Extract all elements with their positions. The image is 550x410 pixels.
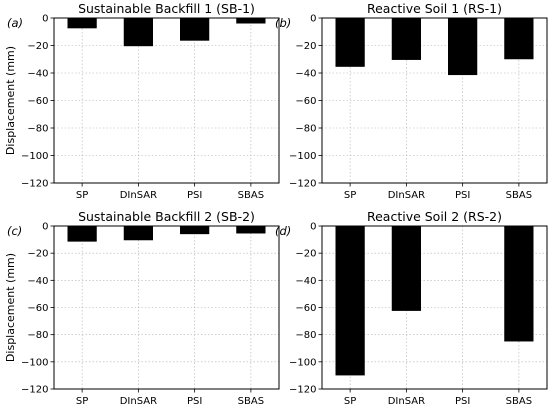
bar-dinsar <box>391 18 421 60</box>
bar-sbas <box>236 226 266 234</box>
bar-sbas <box>504 226 534 342</box>
y-tick-label: −60 <box>295 96 316 107</box>
y-tick-label: −20 <box>295 249 316 260</box>
y-tick-label: −20 <box>295 41 316 52</box>
bar-sbas <box>236 18 266 24</box>
bar-dinsar <box>123 226 153 241</box>
y-tick-label: 0 <box>310 14 316 25</box>
plot-frame <box>321 225 548 390</box>
x-tick-label: SP <box>76 190 88 201</box>
x-tick-label: DInSAR <box>120 190 157 201</box>
y-tick-label: −120 <box>289 385 316 396</box>
chart-title: Sustainable Backfill 1 (SB-1) <box>78 1 255 16</box>
y-tick-label: −80 <box>295 124 316 135</box>
y-tick-label: −80 <box>295 330 316 341</box>
panel-label: (c) <box>7 224 22 238</box>
y-tick-label: −100 <box>289 151 316 162</box>
x-tick-label: PSI <box>455 396 470 407</box>
x-tick-label: SP <box>344 396 356 407</box>
y-tick-label: −40 <box>295 276 316 287</box>
chart-title: Reactive Soil 2 (RS-2) <box>367 209 502 224</box>
y-tick-label: −40 <box>295 69 316 80</box>
panel-label: (b) <box>275 16 291 30</box>
panel-label: (a) <box>7 16 23 30</box>
y-tick-label: −120 <box>21 179 48 190</box>
y-tick-label: −100 <box>21 357 48 368</box>
y-tick-label: −120 <box>289 179 316 190</box>
panel-label: (d) <box>275 224 291 238</box>
chart-panel-3: 0 −20 −40 −60 −80 −100 −120 SP DInSAR PSI SBAS Reac… <box>275 209 548 407</box>
y-tick-label: −20 <box>27 41 48 52</box>
x-tick-label: SBAS <box>506 190 532 201</box>
x-tick-label: SBAS <box>238 396 264 407</box>
y-tick-label: −100 <box>21 151 48 162</box>
x-tick-label: SBAS <box>506 396 532 407</box>
y-tick-label: −60 <box>27 96 48 107</box>
y-tick-label: −20 <box>27 249 48 260</box>
bar-sp <box>335 226 365 376</box>
x-tick-label: DInSAR <box>388 396 425 407</box>
x-tick-label: SP <box>344 190 356 201</box>
y-tick-label: −100 <box>289 357 316 368</box>
bar-psi <box>180 226 210 235</box>
chart-title: Reactive Soil 1 (RS-1) <box>367 1 502 16</box>
y-tick-label: −120 <box>21 385 48 396</box>
y-tick-label: −60 <box>295 303 316 314</box>
x-tick-label: PSI <box>455 190 470 201</box>
y-tick-label: −40 <box>27 69 48 80</box>
plot-frame <box>53 17 280 184</box>
y-axis-label: Displacement (mm) <box>4 46 17 155</box>
x-tick-label: PSI <box>187 190 202 201</box>
y-tick-label: −40 <box>27 276 48 287</box>
chart-title: Sustainable Backfill 2 (SB-2) <box>78 209 255 224</box>
bar-sp <box>335 18 365 67</box>
bar-psi <box>448 18 478 76</box>
x-tick-label: DInSAR <box>388 190 425 201</box>
x-tick-label: DInSAR <box>120 396 157 407</box>
y-tick-label: 0 <box>310 222 316 233</box>
y-tick-label: 0 <box>42 14 48 25</box>
bar-sp <box>67 226 97 242</box>
x-tick-label: PSI <box>187 396 202 407</box>
chart-panel-1: 0 −20 −40 −60 −80 −100 −120 SP DInSAR PSI SBAS Reac… <box>275 1 548 201</box>
y-tick-label: −60 <box>27 303 48 314</box>
plot-frame <box>53 225 280 390</box>
plot-frame <box>321 17 548 184</box>
y-tick-label: −80 <box>27 330 48 341</box>
chart-panel-0: 0 −20 −40 −60 −80 −100 −120 SP DInSAR PSI SBAS Sust… <box>4 1 280 201</box>
x-tick-label: SP <box>76 396 88 407</box>
bar-sbas <box>504 18 534 60</box>
bar-dinsar <box>391 226 421 311</box>
y-tick-label: 0 <box>42 222 48 233</box>
chart-panel-2: 0 −20 −40 −60 −80 −100 −120 SP DInSAR PSI SBAS Sust… <box>4 209 280 407</box>
bar-psi <box>180 18 210 41</box>
x-tick-label: SBAS <box>238 190 264 201</box>
bar-sp <box>67 18 97 29</box>
bar-dinsar <box>123 18 153 47</box>
y-axis-label: Displacement (mm) <box>4 253 17 362</box>
y-tick-label: −80 <box>27 124 48 135</box>
